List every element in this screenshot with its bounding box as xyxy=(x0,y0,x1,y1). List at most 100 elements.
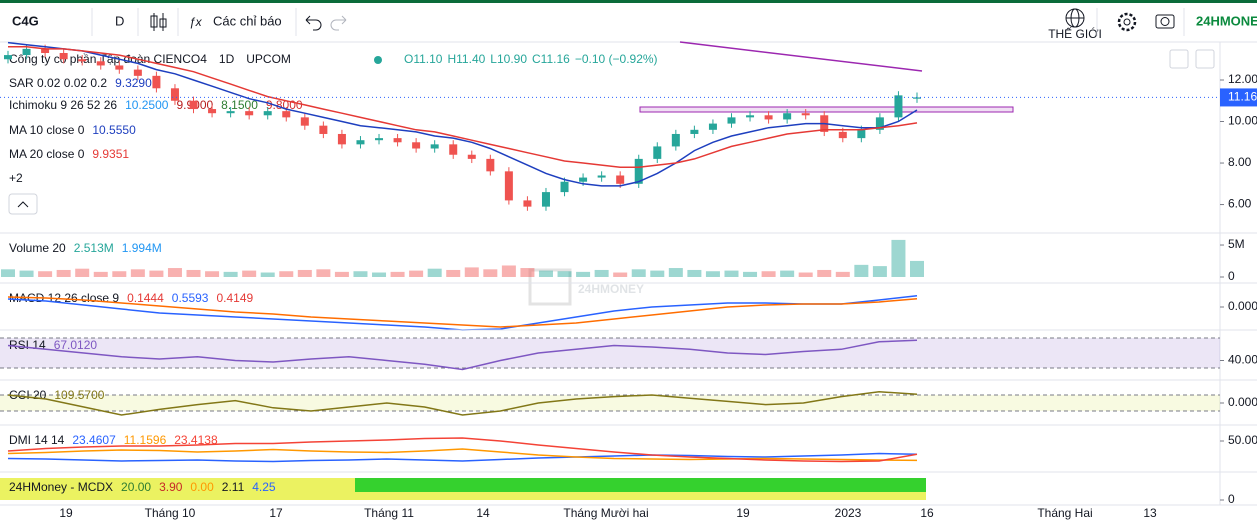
indicator-line xyxy=(7,339,918,371)
maximize-button[interactable] xyxy=(1195,49,1215,69)
volume-bar xyxy=(353,271,368,277)
volume-bar xyxy=(501,265,516,277)
candle-body xyxy=(671,133,680,147)
more-studies[interactable]: +2 xyxy=(9,171,23,185)
last-price-tag xyxy=(1220,88,1257,107)
volume-bar xyxy=(205,271,220,277)
indicator-line xyxy=(7,296,918,328)
volume-bar xyxy=(223,271,238,277)
volume-bar xyxy=(650,270,665,277)
volume-bar xyxy=(835,271,850,277)
volume-bar xyxy=(891,239,906,277)
pane-value: 3.90 xyxy=(159,480,183,494)
chart-type-icon[interactable] xyxy=(150,13,167,31)
scroll-button[interactable] xyxy=(1169,49,1189,69)
volume-bar xyxy=(167,268,182,277)
volume-bar xyxy=(872,266,887,277)
pane-title[interactable]: 24HMoney - MCDX xyxy=(9,480,113,494)
candle-body xyxy=(783,113,792,120)
volume-bar xyxy=(93,271,108,277)
pane-title[interactable]: MACD 12 26 close 9 xyxy=(9,291,119,305)
candle-body xyxy=(523,200,532,207)
candle-body xyxy=(597,175,606,178)
ohlc-value: L10.90 xyxy=(490,52,527,66)
x-tick-label: Tháng 10 xyxy=(145,506,196,520)
candle-body xyxy=(579,177,588,182)
trend-line-drawing[interactable] xyxy=(679,41,923,72)
volume-bar xyxy=(19,270,34,277)
volume-bar xyxy=(557,271,572,277)
indicators-button[interactable]: Các chỉ báo xyxy=(213,13,282,28)
study-value: 10.2500 xyxy=(125,98,169,112)
study-name[interactable]: SAR 0.02 0.02 0.2 xyxy=(9,76,107,90)
candle-body xyxy=(412,142,421,149)
candle-body xyxy=(96,61,105,66)
indicator-line xyxy=(7,391,918,416)
pane-value: 0.1444 xyxy=(127,291,164,305)
volume-bar xyxy=(297,269,312,277)
volume-bar xyxy=(705,271,720,277)
study-value: 10.5550 xyxy=(92,123,136,137)
candle-body xyxy=(541,192,550,207)
pane-title[interactable]: DMI 14 14 xyxy=(9,433,65,447)
x-tick-label: 17 xyxy=(269,506,283,520)
candle-body xyxy=(560,181,569,193)
pane-title[interactable]: RSI 14 xyxy=(9,338,46,352)
volume-bar xyxy=(112,271,127,277)
candle-body xyxy=(875,117,884,130)
volume-bar xyxy=(854,264,869,277)
collapse-legend-button[interactable] xyxy=(8,193,38,215)
pane-title[interactable]: Volume 20 xyxy=(9,241,66,255)
volume-bar xyxy=(520,268,535,277)
settings-button[interactable] xyxy=(1117,12,1137,32)
study-value: 8.1500 xyxy=(221,98,258,112)
study-name[interactable]: MA 10 close 0 xyxy=(9,123,85,137)
volume-bar xyxy=(798,272,813,277)
volume-bar xyxy=(38,271,53,277)
candle-body xyxy=(208,109,217,114)
volume-bar xyxy=(242,270,257,277)
pane-value: 0.5593 xyxy=(172,291,209,305)
y-tick-label: 5M xyxy=(1228,237,1245,251)
volume-bar xyxy=(780,270,795,277)
snapshot-button[interactable] xyxy=(1155,14,1175,29)
candle-body xyxy=(78,59,87,62)
indicator-line xyxy=(7,452,918,463)
candle-body xyxy=(115,65,124,70)
candle-body xyxy=(838,131,847,139)
globe-button[interactable] xyxy=(1065,8,1085,28)
x-tick-label: 19 xyxy=(59,506,73,520)
candle-body xyxy=(504,171,513,201)
volume-bar xyxy=(75,268,90,277)
candle-body xyxy=(375,138,384,141)
rectangle-drawing[interactable] xyxy=(639,106,1014,113)
candle-body xyxy=(801,113,810,116)
interval-button[interactable]: D xyxy=(115,13,124,28)
watermark-text: 24HMONEY xyxy=(578,282,644,296)
pane-value: 0.4149 xyxy=(216,291,253,305)
candle-body xyxy=(356,140,365,145)
volume-bar xyxy=(594,269,609,277)
watermark: 24HMONEY xyxy=(528,268,644,306)
y-tick-label: 0 xyxy=(1228,492,1235,506)
pane-value: 2.11 xyxy=(222,480,245,494)
y-tick-label: 6.00 xyxy=(1228,197,1252,211)
candle-body xyxy=(708,123,717,130)
candle-body xyxy=(430,144,439,149)
symbol[interactable]: C4G xyxy=(12,13,39,28)
volume-bar xyxy=(668,268,683,277)
volume-bar xyxy=(743,271,758,277)
study-name[interactable]: Ichimoku 9 26 52 26 xyxy=(9,98,117,112)
redo-button[interactable] xyxy=(330,15,347,31)
volume-bar xyxy=(260,272,275,277)
y-tick-label: 10.00 xyxy=(1228,114,1257,128)
pane-value: 1.994M xyxy=(122,241,162,255)
volume-bar xyxy=(761,271,776,277)
candle-body xyxy=(486,158,495,172)
pane-value: 67.0120 xyxy=(54,338,98,352)
legend-interval: 1D xyxy=(219,52,235,66)
candle-body xyxy=(449,144,458,155)
study-name[interactable]: MA 20 close 0 xyxy=(9,147,85,161)
undo-button[interactable] xyxy=(305,15,322,31)
